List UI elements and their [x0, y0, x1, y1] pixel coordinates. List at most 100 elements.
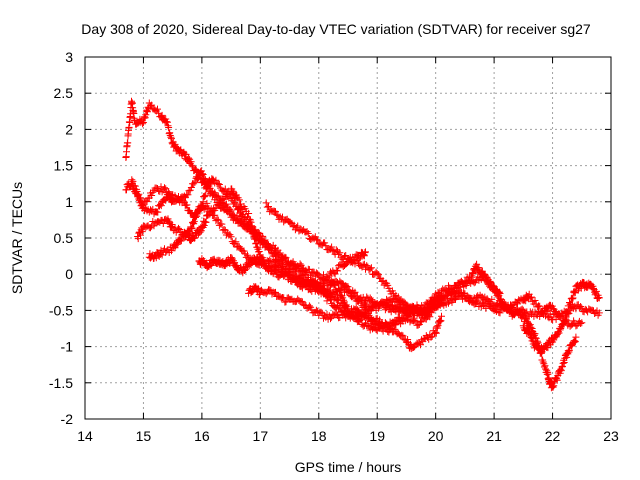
data-point [191, 178, 199, 186]
data-point [201, 191, 209, 199]
data-point [311, 278, 319, 286]
data-point [438, 312, 445, 320]
data-point [164, 122, 172, 130]
data-point [578, 319, 586, 327]
data-point [570, 287, 578, 295]
data-point [432, 329, 440, 337]
y-tick-label: -0.5 [49, 302, 73, 318]
data-point [327, 315, 334, 323]
data-point [136, 115, 144, 123]
data-point [196, 228, 204, 236]
data-point [184, 154, 192, 162]
data-point [324, 274, 332, 282]
x-tick-label: 14 [77, 428, 93, 444]
data-point [494, 288, 502, 296]
data-point [314, 236, 322, 244]
data-point [187, 225, 195, 233]
data-point [197, 227, 205, 235]
data-point [132, 185, 140, 193]
data-point [248, 222, 256, 230]
data-point [398, 331, 406, 339]
data-point [553, 331, 561, 338]
data-point [272, 288, 279, 296]
data-point [361, 249, 369, 257]
y-tick-label: 3 [65, 49, 73, 65]
data-point [562, 313, 570, 321]
data-point [536, 302, 544, 310]
data-point [175, 224, 182, 232]
data-point [475, 264, 483, 272]
data-point [595, 294, 603, 302]
data-point [139, 119, 147, 126]
data-point [384, 281, 392, 289]
data-point [561, 318, 569, 326]
data-point [568, 342, 576, 350]
data-point [245, 262, 253, 270]
data-point [220, 226, 228, 233]
data-point [148, 101, 156, 109]
data-point [454, 284, 462, 292]
data-point [553, 375, 561, 383]
data-point [373, 270, 381, 278]
data-point [294, 222, 302, 230]
x-tick-label: 15 [136, 428, 152, 444]
data-point [417, 318, 424, 326]
data-point [469, 270, 477, 277]
data-point [334, 267, 341, 275]
data-point [550, 382, 558, 390]
data-point [336, 287, 344, 295]
data-point [262, 199, 270, 207]
y-axis-label: SDTVAR / TECUs [9, 182, 25, 294]
data-point [595, 309, 603, 317]
data-point [202, 218, 210, 226]
data-point [363, 262, 371, 270]
data-point [156, 250, 164, 258]
data-point [123, 186, 130, 194]
data-point [235, 196, 243, 204]
data-point [552, 315, 560, 323]
data-point [199, 170, 206, 178]
y-tick-label: -1 [61, 339, 74, 355]
data-point [322, 242, 330, 250]
data-point [367, 264, 375, 272]
data-point [501, 299, 509, 307]
data-point [336, 249, 344, 257]
data-point [563, 353, 571, 361]
data-point [497, 295, 504, 303]
data-point [565, 305, 573, 313]
data-point [392, 321, 400, 329]
data-point [516, 307, 524, 315]
data-point [212, 204, 220, 212]
data-point [504, 303, 512, 311]
data-point [399, 332, 407, 340]
data-point [490, 283, 498, 290]
data-point [187, 184, 195, 191]
data-point [163, 118, 171, 126]
data-point [422, 332, 430, 340]
data-point [467, 276, 475, 284]
data-point [157, 202, 165, 210]
data-point [495, 292, 503, 300]
data-point [359, 261, 367, 269]
data-point [203, 264, 211, 272]
data-point [572, 333, 580, 341]
data-point [228, 255, 236, 263]
data-point [222, 200, 230, 208]
data-point [316, 283, 324, 291]
data-point [314, 270, 322, 278]
data-point [295, 279, 303, 287]
data-point [187, 158, 195, 166]
data-point [496, 309, 504, 317]
data-point [364, 322, 372, 329]
data-point [173, 240, 181, 248]
data-point [172, 242, 180, 250]
data-point [143, 198, 151, 206]
data-point [253, 253, 261, 261]
data-point [215, 181, 223, 188]
data-point [309, 282, 317, 290]
plot-frame [84, 56, 612, 420]
data-point [317, 308, 325, 316]
data-point [329, 247, 337, 254]
data-point [568, 295, 576, 303]
x-tick-label: 20 [428, 428, 444, 444]
